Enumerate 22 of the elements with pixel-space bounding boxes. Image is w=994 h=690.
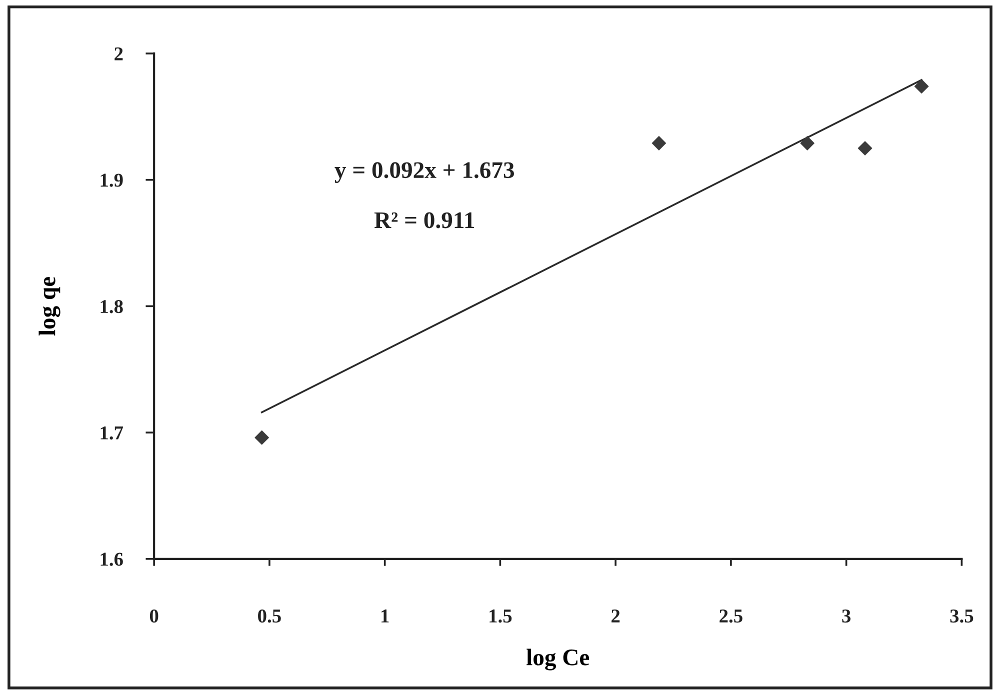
y-tick-label: 1.9 [100, 174, 123, 187]
x-tick-label: 2 [612, 610, 620, 622]
x-tick-label: 0.5 [258, 609, 281, 623]
point [652, 136, 666, 150]
annotation: y = 0.092x + 1.673 [334, 162, 514, 183]
y-tick-label: 1.6 [100, 552, 123, 566]
point [800, 136, 814, 150]
x-axis-title: log Ce [526, 648, 590, 670]
x-tick-label: 1.5 [490, 610, 512, 623]
x-tick-label: 3.5 [950, 610, 974, 623]
x-tick-label: 0 [150, 609, 158, 623]
y-tick-label: 1.7 [100, 426, 124, 440]
point [858, 141, 872, 156]
x-tick-label: 1 [382, 610, 389, 622]
point [254, 430, 269, 445]
y-tick-label: 1.8 [100, 300, 123, 314]
y-axis-title: log qe [38, 276, 60, 336]
x-tick-label: 2.5 [720, 610, 742, 623]
x-tick-label: 3 [842, 610, 851, 623]
point [914, 79, 929, 94]
y-tick-label: 2 [114, 47, 123, 60]
annotation: R² = 0.911 [374, 212, 474, 228]
